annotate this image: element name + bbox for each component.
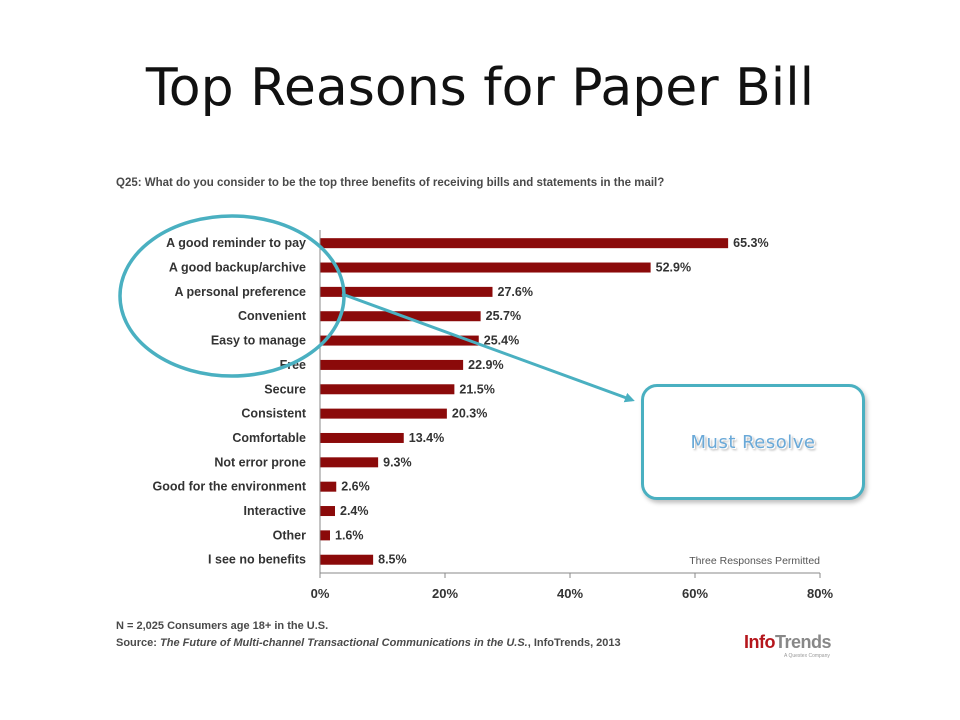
category-label: Other	[273, 528, 306, 542]
x-tick-label: 80%	[807, 586, 833, 601]
value-label: 22.9%	[468, 358, 503, 372]
bar	[320, 530, 330, 541]
x-tick-label: 40%	[557, 586, 583, 601]
bar	[320, 481, 337, 492]
bar	[320, 432, 404, 443]
callout-label: Must Resolve	[690, 431, 816, 453]
category-label: Good for the environment	[153, 480, 307, 494]
x-tick-label: 20%	[432, 586, 458, 601]
bar	[320, 335, 479, 346]
bar	[320, 384, 455, 395]
value-label: 52.9%	[656, 261, 691, 275]
bar	[320, 457, 379, 468]
value-label: 20.3%	[452, 407, 487, 421]
chart-question: Q25: What do you consider to be the top …	[116, 177, 665, 189]
category-label: A good backup/archive	[169, 261, 306, 275]
category-label: I see no benefits	[208, 553, 306, 567]
source-footnote: Source: The Future of Multi-channel Tran…	[116, 637, 621, 649]
x-tick-label: 0%	[311, 586, 330, 601]
value-label: 8.5%	[378, 553, 407, 567]
category-label: Not error prone	[214, 455, 306, 469]
infotrends-logo: InfoTrends A Questex Company	[744, 632, 832, 659]
chart-note: Three Responses Permitted	[689, 555, 820, 567]
category-label: Comfortable	[232, 431, 306, 445]
value-label: 27.6%	[498, 285, 533, 299]
bar	[320, 506, 335, 517]
sample-footnote: N = 2,025 Consumers age 18+ in the U.S.	[116, 620, 329, 632]
value-label: 13.4%	[409, 431, 444, 445]
value-label: 21.5%	[459, 382, 494, 396]
bar	[320, 554, 374, 565]
value-label: 25.4%	[484, 334, 519, 348]
logo-tagline: A Questex Company	[784, 653, 830, 659]
source-prefix: Source:	[116, 637, 161, 649]
value-label: 1.6%	[335, 528, 364, 542]
slide-title: Top Reasons for Paper Bill	[145, 58, 815, 118]
value-label: 9.3%	[383, 455, 412, 469]
callout-box: Must Resolve	[641, 384, 865, 500]
category-label: Interactive	[243, 504, 306, 518]
category-label: A personal preference	[174, 285, 306, 299]
bar	[320, 359, 464, 370]
logo-part-trends: Trends	[775, 632, 832, 652]
value-label: 25.7%	[486, 309, 521, 323]
category-label: Convenient	[238, 309, 307, 323]
category-label: Consistent	[241, 407, 306, 421]
source-suffix: , InfoTrends, 2013	[527, 637, 621, 649]
value-label: 2.4%	[340, 504, 369, 518]
bar	[320, 408, 447, 419]
category-label: A good reminder to pay	[166, 236, 306, 250]
x-tick-label: 60%	[682, 586, 708, 601]
category-label: Easy to manage	[211, 334, 306, 348]
bar	[320, 238, 729, 249]
bar	[320, 262, 651, 273]
category-label: Secure	[264, 382, 306, 396]
source-title: The Future of Multi-channel Transactiona…	[160, 637, 528, 649]
value-label: 65.3%	[733, 236, 768, 250]
value-label: 2.6%	[341, 480, 370, 494]
callout-arrow	[341, 292, 635, 403]
logo-part-info: Info	[744, 632, 776, 652]
bar	[320, 286, 493, 297]
